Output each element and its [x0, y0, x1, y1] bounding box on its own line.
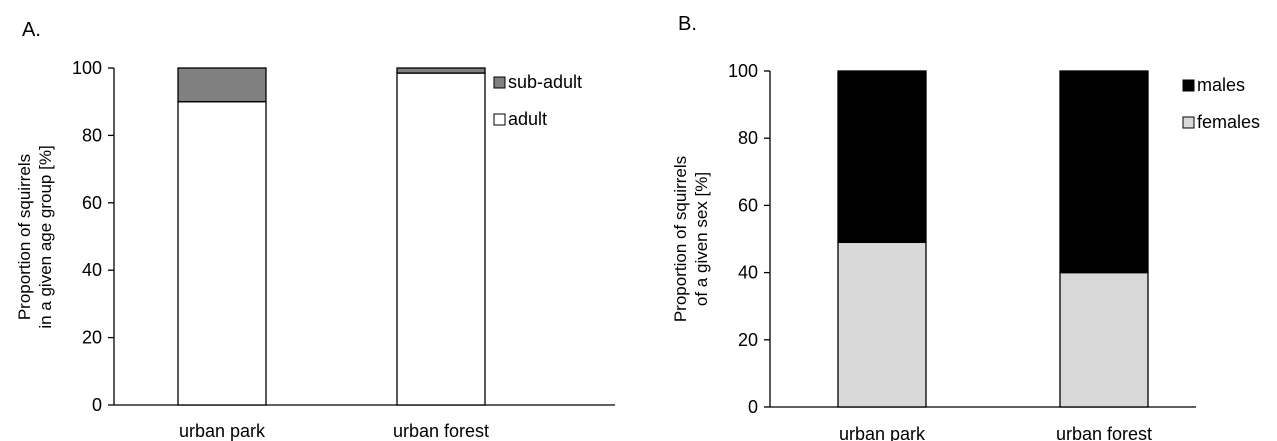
panel-a-y-axis-label-line-2: in a given age group [%]	[36, 145, 55, 328]
panel-b-chart: B. Proportion of squirrels of a given se…	[671, 13, 1260, 441]
panel-b-x-tick-label: urban forest	[1056, 424, 1152, 441]
panel-a-x-tick-label: urban forest	[393, 421, 489, 441]
panel-a-y-tick-label: 0	[92, 395, 102, 415]
panel-a-y-tick-label: 40	[82, 260, 102, 280]
panel-b-marks: 0 20 40 60 80 100 urban park urban forest	[728, 61, 1196, 441]
panel-a-label: A.	[22, 19, 41, 41]
panel-a-chart: A. Proportion of squirrels in a given ag…	[15, 19, 615, 441]
panel-b-y-tick-label: 100	[728, 61, 758, 81]
panel-b-y-tick-label: 20	[738, 330, 758, 350]
panel-b-legend-label-males: males	[1197, 75, 1245, 95]
panel-b-x-tick-label: urban park	[839, 424, 926, 441]
panel-b-legend-label-females: females	[1197, 112, 1260, 132]
panel-a-legend-swatch-adult	[493, 113, 506, 126]
panel-b-y-axis-label-line-1: Proportion of squirrels	[671, 156, 690, 322]
panel-b-bar-females-1	[1059, 271, 1149, 408]
panel-a-y-tick-label: 100	[72, 58, 102, 78]
panel-b-legend: males females	[1182, 75, 1260, 132]
panel-b-y-tick-label: 80	[738, 128, 758, 148]
panel-a-y-tick-label: 60	[82, 193, 102, 213]
panel-a-bar-adult-1	[396, 72, 486, 406]
panel-a-x-tick-label: urban park	[179, 421, 266, 441]
panel-a-bar-adult-0	[177, 101, 267, 406]
panel-a-bar-sub-adult-1	[396, 67, 486, 74]
panel-b-y-tick-label: 60	[738, 195, 758, 215]
panel-a-bar-sub-adult-0	[177, 67, 267, 103]
panel-b-legend-swatch-males	[1182, 79, 1195, 92]
panel-a-y-axis-label-line-1: Proportion of squirrels	[15, 154, 34, 320]
panel-a-y-tick-label: 80	[82, 125, 102, 145]
panel-b-label: B.	[678, 13, 697, 35]
panel-b-legend-swatch-females	[1182, 116, 1195, 129]
panel-b-bar-males-1	[1059, 70, 1149, 274]
panel-a-legend-swatch-sub-adult	[493, 76, 506, 89]
panel-a-legend-label-adult: adult	[508, 109, 547, 129]
panel-b-bar-males-0	[837, 70, 927, 244]
panel-b-y-tick-label: 40	[738, 263, 758, 283]
panel-a-legend: sub-adult adult	[493, 72, 582, 129]
panel-a-y-tick-label: 20	[82, 328, 102, 348]
panel-b-y-tick-label: 0	[748, 397, 758, 417]
panel-a-legend-label-sub-adult: sub-adult	[508, 72, 582, 92]
panel-b-bar-females-0	[837, 241, 927, 408]
panel-b-y-axis-label-line-2: of a given sex [%]	[692, 172, 711, 306]
panel-a-marks: 0 20 40 60 80 100 urban park urban forest	[72, 58, 615, 441]
